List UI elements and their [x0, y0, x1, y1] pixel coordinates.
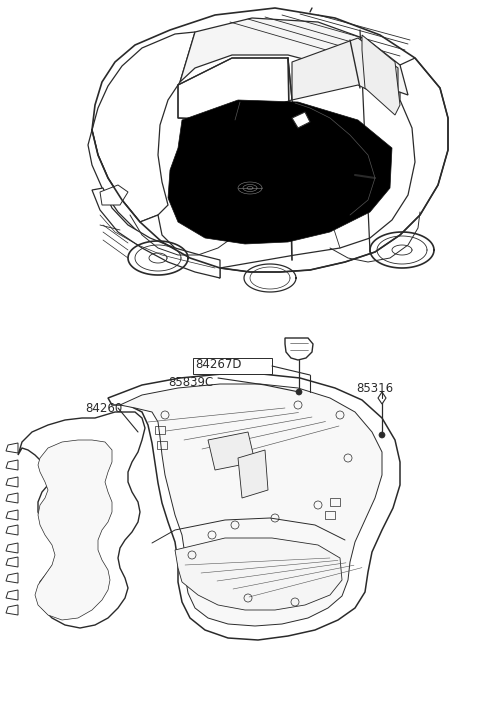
Polygon shape [108, 374, 400, 640]
Circle shape [296, 389, 302, 395]
Polygon shape [285, 338, 313, 360]
Polygon shape [220, 58, 448, 272]
Polygon shape [193, 358, 272, 374]
Polygon shape [6, 605, 18, 615]
Polygon shape [175, 538, 342, 610]
Polygon shape [6, 493, 18, 503]
Polygon shape [208, 432, 255, 470]
Polygon shape [292, 38, 398, 105]
Polygon shape [178, 58, 292, 120]
Polygon shape [292, 112, 310, 128]
Polygon shape [120, 384, 382, 626]
Bar [325, 511, 335, 519]
Bar [157, 441, 167, 449]
Polygon shape [238, 450, 268, 498]
Polygon shape [168, 100, 392, 244]
Polygon shape [92, 32, 195, 222]
Text: 85316: 85316 [356, 382, 393, 395]
Polygon shape [6, 543, 18, 553]
Polygon shape [92, 8, 448, 272]
Bar [330, 498, 340, 506]
Polygon shape [378, 392, 386, 404]
Text: 84260: 84260 [85, 401, 122, 414]
Polygon shape [18, 412, 145, 628]
Polygon shape [92, 188, 220, 278]
Polygon shape [6, 557, 18, 567]
Polygon shape [100, 185, 128, 205]
Text: 84267D: 84267D [195, 359, 241, 372]
Polygon shape [6, 573, 18, 583]
Polygon shape [6, 460, 18, 470]
Polygon shape [6, 477, 18, 487]
Circle shape [379, 432, 385, 438]
Polygon shape [362, 35, 400, 115]
Polygon shape [6, 525, 18, 535]
Polygon shape [6, 443, 18, 453]
Polygon shape [6, 590, 18, 600]
Text: 85839C: 85839C [168, 375, 213, 388]
Polygon shape [6, 510, 18, 520]
Polygon shape [180, 18, 408, 95]
Polygon shape [35, 440, 112, 620]
Bar [155, 426, 165, 434]
Polygon shape [88, 130, 220, 278]
